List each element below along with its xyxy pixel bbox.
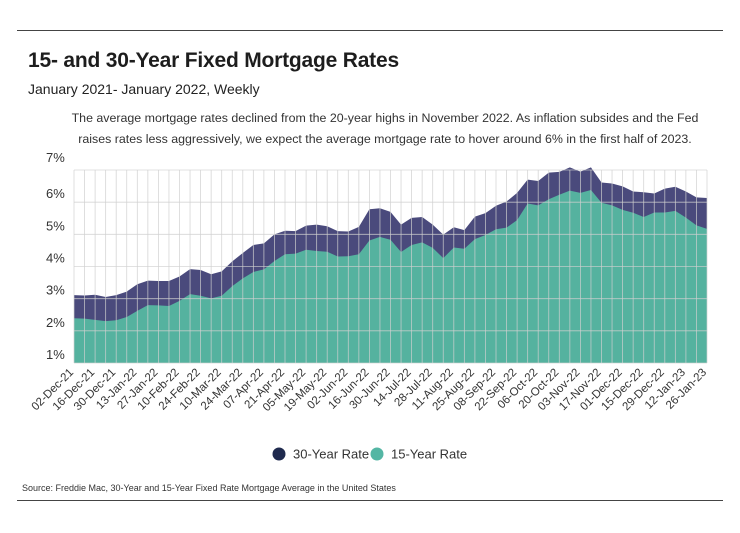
- y-tick-label: 1%: [46, 347, 65, 362]
- y-tick-label: 5%: [46, 218, 65, 233]
- bottom-rule: [17, 500, 723, 501]
- chart-description: The average mortgage rates declined from…: [71, 111, 699, 146]
- y-tick-label: 7%: [46, 150, 65, 165]
- source-note: Source: Freddie Mac, 30-Year and 15-Year…: [22, 483, 396, 493]
- legend-label-30-year-rate: 30-Year Rate: [293, 447, 369, 462]
- y-tick-label: 3%: [46, 283, 65, 298]
- legend-marker-30-year-rate: [272, 447, 286, 461]
- legend-marker-15-year-rate: [370, 447, 384, 461]
- chart-title: 15- and 30-Year Fixed Mortgage Rates: [28, 49, 399, 72]
- top-rule: [17, 30, 723, 31]
- y-tick-label: 4%: [46, 251, 65, 266]
- legend-label-15-year-rate: 15-Year Rate: [391, 447, 467, 462]
- y-tick-label: 2%: [46, 315, 65, 330]
- y-tick-label: 6%: [46, 186, 65, 201]
- chart-subtitle: January 2021- January 2022, Weekly: [28, 81, 260, 97]
